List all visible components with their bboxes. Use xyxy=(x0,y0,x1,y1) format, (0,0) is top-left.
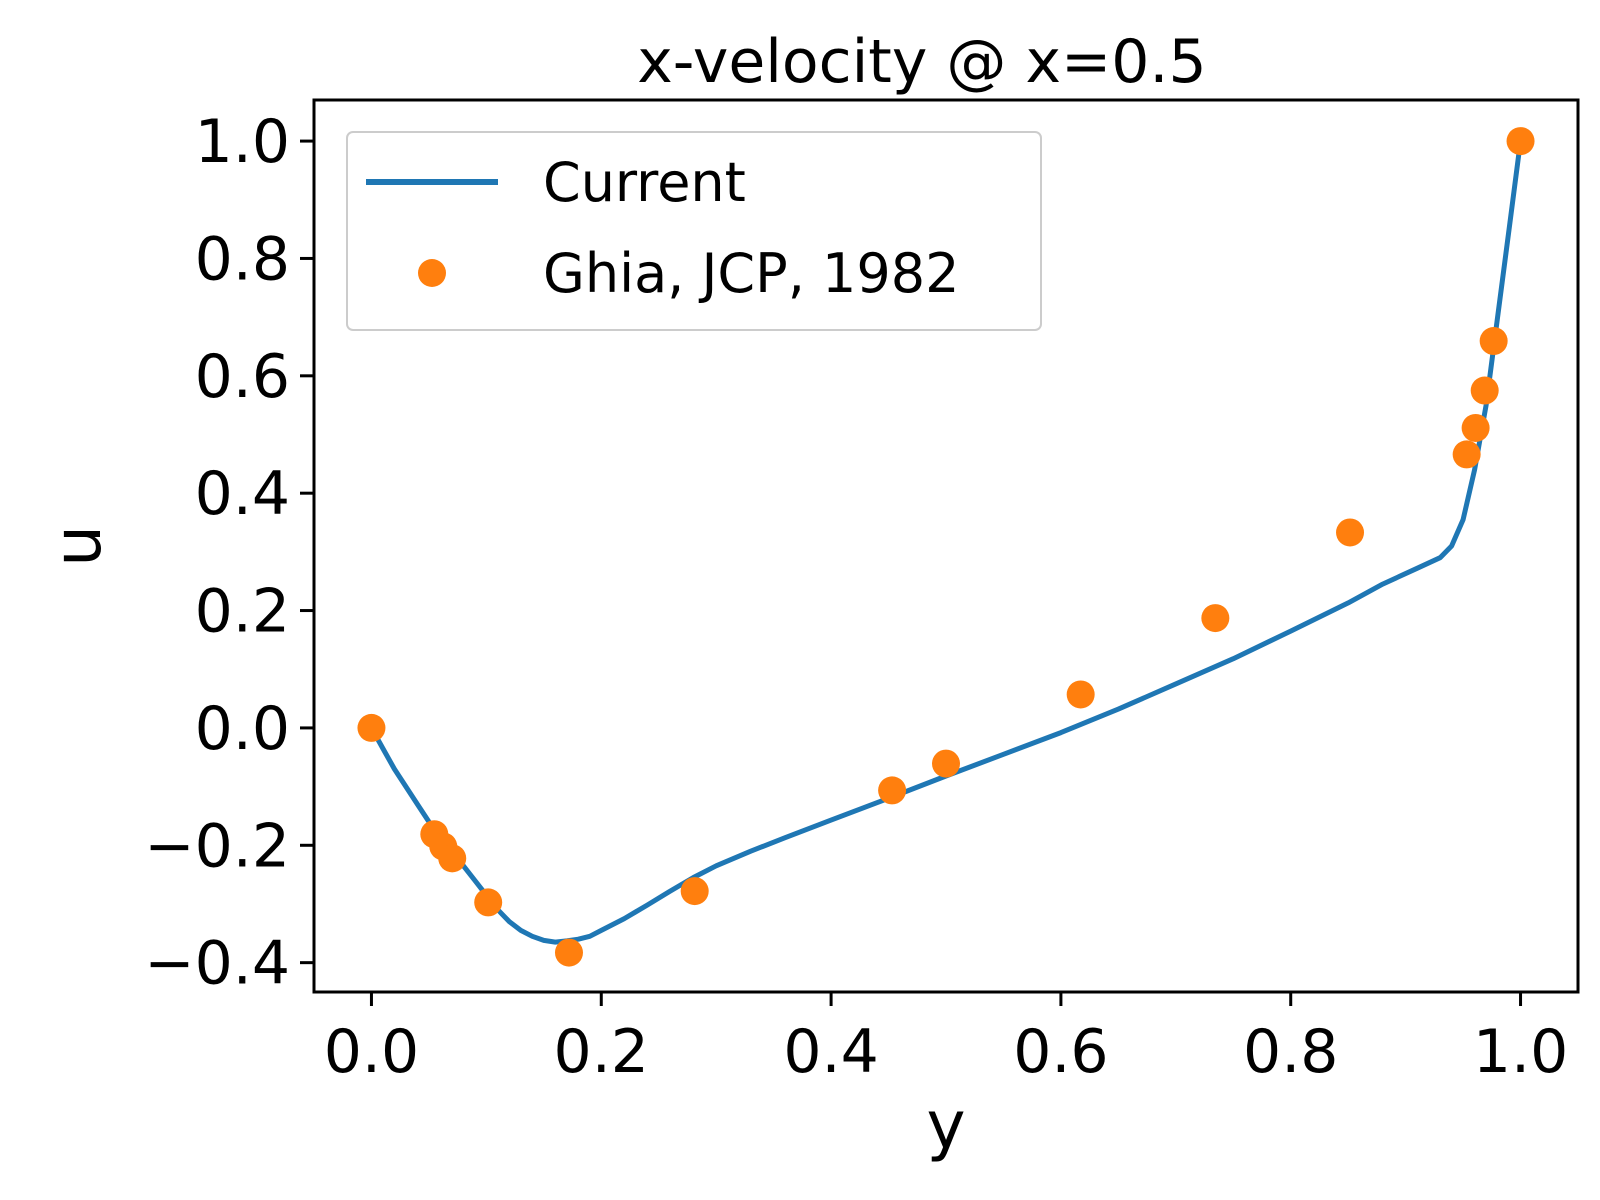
ghia-data-point xyxy=(1461,413,1490,442)
y-tick-label: 0.0 xyxy=(195,694,290,764)
x-tick-label: 1.0 xyxy=(1473,1017,1568,1087)
chart-title: x-velocity @ x=0.5 xyxy=(637,27,1206,97)
ghia-data-point xyxy=(1452,440,1481,469)
y-axis-ticks: −0.4 −0.2 0.0 0.2 0.4 0.6 0.8 1.0 xyxy=(144,107,314,999)
x-tick-label: 0.4 xyxy=(783,1017,878,1087)
y-tick-label: 1.0 xyxy=(195,107,290,177)
x-axis-ticks: 0.0 0.2 0.4 0.6 0.8 1.0 xyxy=(324,992,1568,1087)
y-axis-label: u xyxy=(39,525,116,567)
ghia-data-point xyxy=(554,938,583,967)
x-tick-label: 0.8 xyxy=(1243,1017,1338,1087)
legend: Current Ghia, JCP, 1982 xyxy=(346,131,1042,331)
ghia-data-point xyxy=(1506,127,1535,156)
x-axis-label: y xyxy=(926,1087,965,1164)
legend-ghia-marker-swatch xyxy=(418,259,446,287)
y-tick-label: 0.2 xyxy=(195,577,290,647)
x-tick-label: 0.6 xyxy=(1013,1017,1108,1087)
y-tick-label: 0.6 xyxy=(195,342,290,412)
ghia-data-point xyxy=(1336,518,1365,547)
ghia-data-point xyxy=(1470,376,1499,405)
ghia-data-point xyxy=(1201,604,1230,633)
legend-ghia-label: Ghia, JCP, 1982 xyxy=(543,242,959,305)
y-tick-label: −0.2 xyxy=(144,811,290,881)
legend-current-label: Current xyxy=(543,151,746,214)
ghia-data-point xyxy=(438,844,467,873)
y-tick-label: 0.4 xyxy=(195,459,290,529)
y-tick-label: 0.8 xyxy=(195,224,290,294)
ghia-data-point xyxy=(357,713,386,742)
x-tick-label: 0.2 xyxy=(554,1017,649,1087)
ghia-data-point xyxy=(1479,327,1508,356)
y-tick-label: −0.4 xyxy=(144,929,290,999)
ghia-data-point xyxy=(474,888,503,917)
plot-series xyxy=(357,127,1535,967)
ghia-data-point xyxy=(878,776,907,805)
ghia-data-point xyxy=(932,749,960,778)
x-tick-label: 0.0 xyxy=(324,1017,419,1087)
legend-box xyxy=(346,131,1042,331)
ghia-data-point xyxy=(1066,680,1095,709)
ghia-data-point xyxy=(680,877,709,906)
plot-frame xyxy=(312,98,1580,994)
